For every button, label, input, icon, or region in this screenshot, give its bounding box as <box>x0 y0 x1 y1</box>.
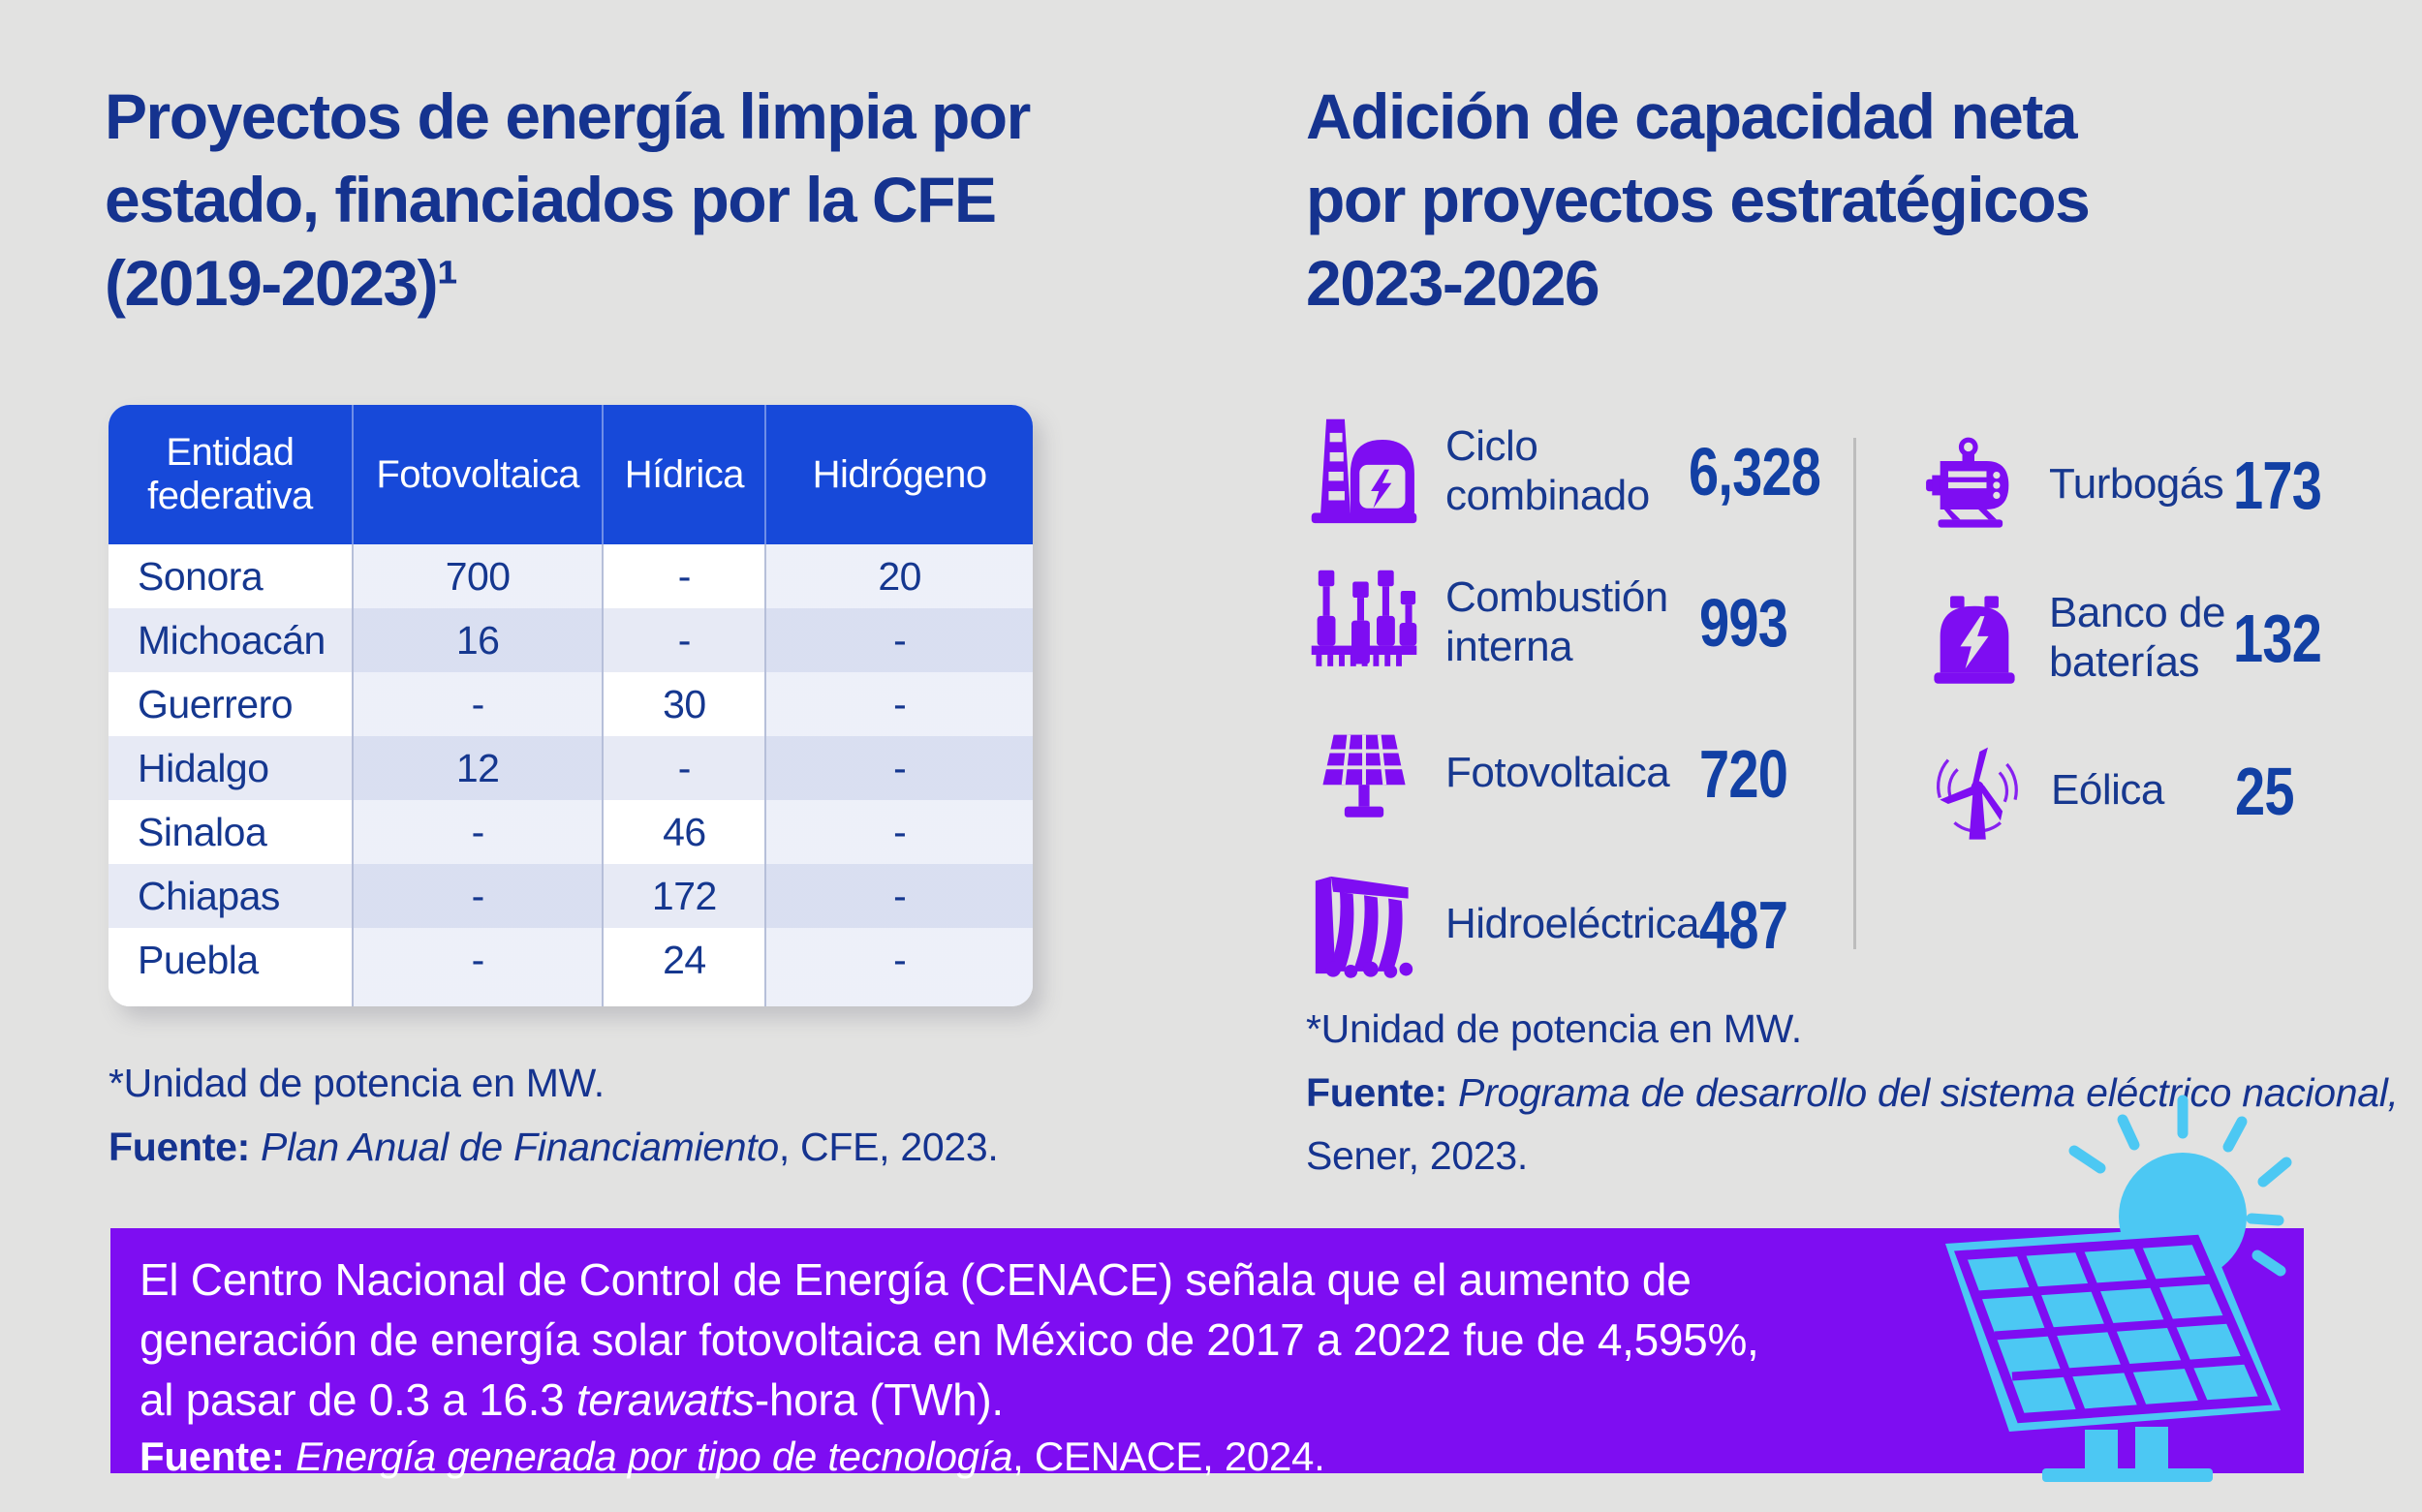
cell-value: 30 <box>602 672 765 736</box>
table-header-hidrica: Hídrica <box>602 405 764 544</box>
stat-label: Ciclo combinado <box>1445 422 1650 519</box>
strip-cell <box>764 992 1033 1006</box>
unit-note: *Unidad de potencia en MW. <box>109 1061 605 1105</box>
table-row: Sinaloa - 46 - <box>109 800 1033 864</box>
cell-value: - <box>764 608 1033 672</box>
cenace-banner: El Centro Nacional de Control de Energía… <box>110 1228 2304 1479</box>
table-row: Guerrero - 30 - <box>109 672 1033 736</box>
table-header-entidad: Entidad federativa <box>147 431 313 517</box>
stat-value: 25 <box>2235 753 2294 829</box>
turbogas-icon <box>1923 431 2026 540</box>
stat-value: 132 <box>2233 600 2322 676</box>
cell-value: - <box>351 800 603 864</box>
clean-energy-table: Entidad federativa Fotovoltaica Hídrica … <box>109 405 1033 1006</box>
cell-value: 12 <box>351 736 603 800</box>
cell-value: - <box>764 928 1033 992</box>
banner-source: Fuente: Energía generada por tipo de tec… <box>140 1434 1325 1479</box>
cell-value: - <box>764 736 1033 800</box>
cell-value: 700 <box>351 544 603 608</box>
stat-value: 993 <box>1699 584 1788 661</box>
cell-value: - <box>764 800 1033 864</box>
strip-cell <box>602 992 765 1006</box>
cell-value: 24 <box>602 928 765 992</box>
fotovoltaica-icon <box>1306 716 1422 832</box>
source-line-2: Sener, 2023. <box>1306 1133 1528 1179</box>
table-row: Hidalgo 12 - - <box>109 736 1033 800</box>
banner-line-1: El Centro Nacional de Control de Energía… <box>140 1254 1692 1305</box>
ciclo-combinado-icon <box>1306 414 1422 530</box>
stats-column-right: Turbogás 173 Banco de baterías 132 <box>1923 424 2407 851</box>
banco-baterias-icon <box>1923 584 2026 693</box>
cell-state: Sonora <box>109 544 352 608</box>
cell-state: Sinaloa <box>109 800 352 864</box>
solar-panel-sun-illustration <box>1895 1091 2321 1486</box>
cell-state: Guerrero <box>109 672 352 736</box>
stat-value: 487 <box>1699 886 1788 963</box>
cell-value: - <box>602 608 765 672</box>
cell-value: 172 <box>602 864 765 928</box>
stats-divider <box>1853 438 1856 949</box>
cell-value: - <box>602 736 765 800</box>
stat-value: 6,328 <box>1688 433 1821 509</box>
stat-label: Combustión interna <box>1445 573 1668 670</box>
stat-combustion-interna: Combustión interna 993 <box>1306 562 1853 683</box>
stats-column-left: Ciclo combinado 6,328 Combustión interna <box>1306 411 1853 985</box>
table-row: Chiapas - 172 - <box>109 864 1033 928</box>
table-row: Michoacán 16 - - <box>109 608 1033 672</box>
cell-value: - <box>764 864 1033 928</box>
cell-state: Puebla <box>109 928 352 992</box>
cell-state: Michoacán <box>109 608 352 672</box>
stat-value: 173 <box>2233 447 2322 523</box>
left-section-title: Proyectos de energía limpia por estado, … <box>105 80 1031 319</box>
unit-note: *Unidad de potencia en MW. <box>1306 1006 1802 1051</box>
cell-value: - <box>351 672 603 736</box>
strip-cell <box>109 992 352 1006</box>
stat-label: Hidroeléctrica <box>1445 900 1699 948</box>
cell-value: 46 <box>602 800 765 864</box>
source-line: Fuente: Programa de desarrollo del siste… <box>1306 1069 2399 1115</box>
banner-line-3: al pasar de 0.3 a 16.3 terawatts-hora (T… <box>140 1374 1004 1425</box>
cell-state: Hidalgo <box>109 736 352 800</box>
stat-ciclo-combinado: Ciclo combinado 6,328 <box>1306 411 1853 532</box>
table-header-hidrogeno: Hidrógeno <box>764 405 1033 544</box>
stat-label: Eólica <box>2051 766 2164 815</box>
stat-label: Banco de baterías <box>2049 589 2225 686</box>
cell-value: 16 <box>351 608 603 672</box>
right-footnote: *Unidad de potencia en MW. Fuente: Progr… <box>1306 998 2399 1188</box>
stat-turbogas: Turbogás 173 <box>1923 424 2407 545</box>
right-section-title: Adición de capacidad neta por proyectos … <box>1306 80 2091 319</box>
stat-label: Turbogás <box>2049 460 2224 509</box>
cell-state: Chiapas <box>109 864 352 928</box>
cell-value: - <box>351 928 603 992</box>
table-row: Sonora 700 - 20 <box>109 544 1033 608</box>
cell-value: 20 <box>764 544 1033 608</box>
table-header-fotovoltaica: Fotovoltaica <box>351 405 603 544</box>
table-bottom-strip <box>109 992 1033 1006</box>
stat-eolica: Eólica 25 <box>1923 730 2407 851</box>
banner-line-2: generación de energía solar fotovoltaica… <box>140 1314 1759 1365</box>
stat-fotovoltaica: Fotovoltaica 720 <box>1306 713 1853 834</box>
left-footnote: *Unidad de potencia en MW. Fuente: Plan … <box>109 1052 999 1179</box>
hidroelectrica-icon <box>1306 867 1422 983</box>
cell-value: - <box>602 544 765 608</box>
banner-paragraph: El Centro Nacional de Control de Energía… <box>140 1250 1759 1430</box>
stat-label: Fotovoltaica <box>1445 749 1670 797</box>
eolica-icon <box>1923 737 2028 846</box>
table-row: Puebla - 24 - <box>109 928 1033 992</box>
source-line: Fuente: Plan Anual de Financiamiento, CF… <box>109 1124 999 1169</box>
stat-hidroelectrica: Hidroeléctrica 487 <box>1306 864 1853 985</box>
cell-value: - <box>764 672 1033 736</box>
strip-cell <box>351 992 603 1006</box>
table-header-row: Entidad federativa Fotovoltaica Hídrica … <box>109 405 1033 544</box>
cell-value: - <box>351 864 603 928</box>
combustion-interna-icon <box>1306 565 1422 681</box>
stat-value: 720 <box>1699 735 1788 812</box>
stat-banco-baterias: Banco de baterías 132 <box>1923 577 2407 698</box>
